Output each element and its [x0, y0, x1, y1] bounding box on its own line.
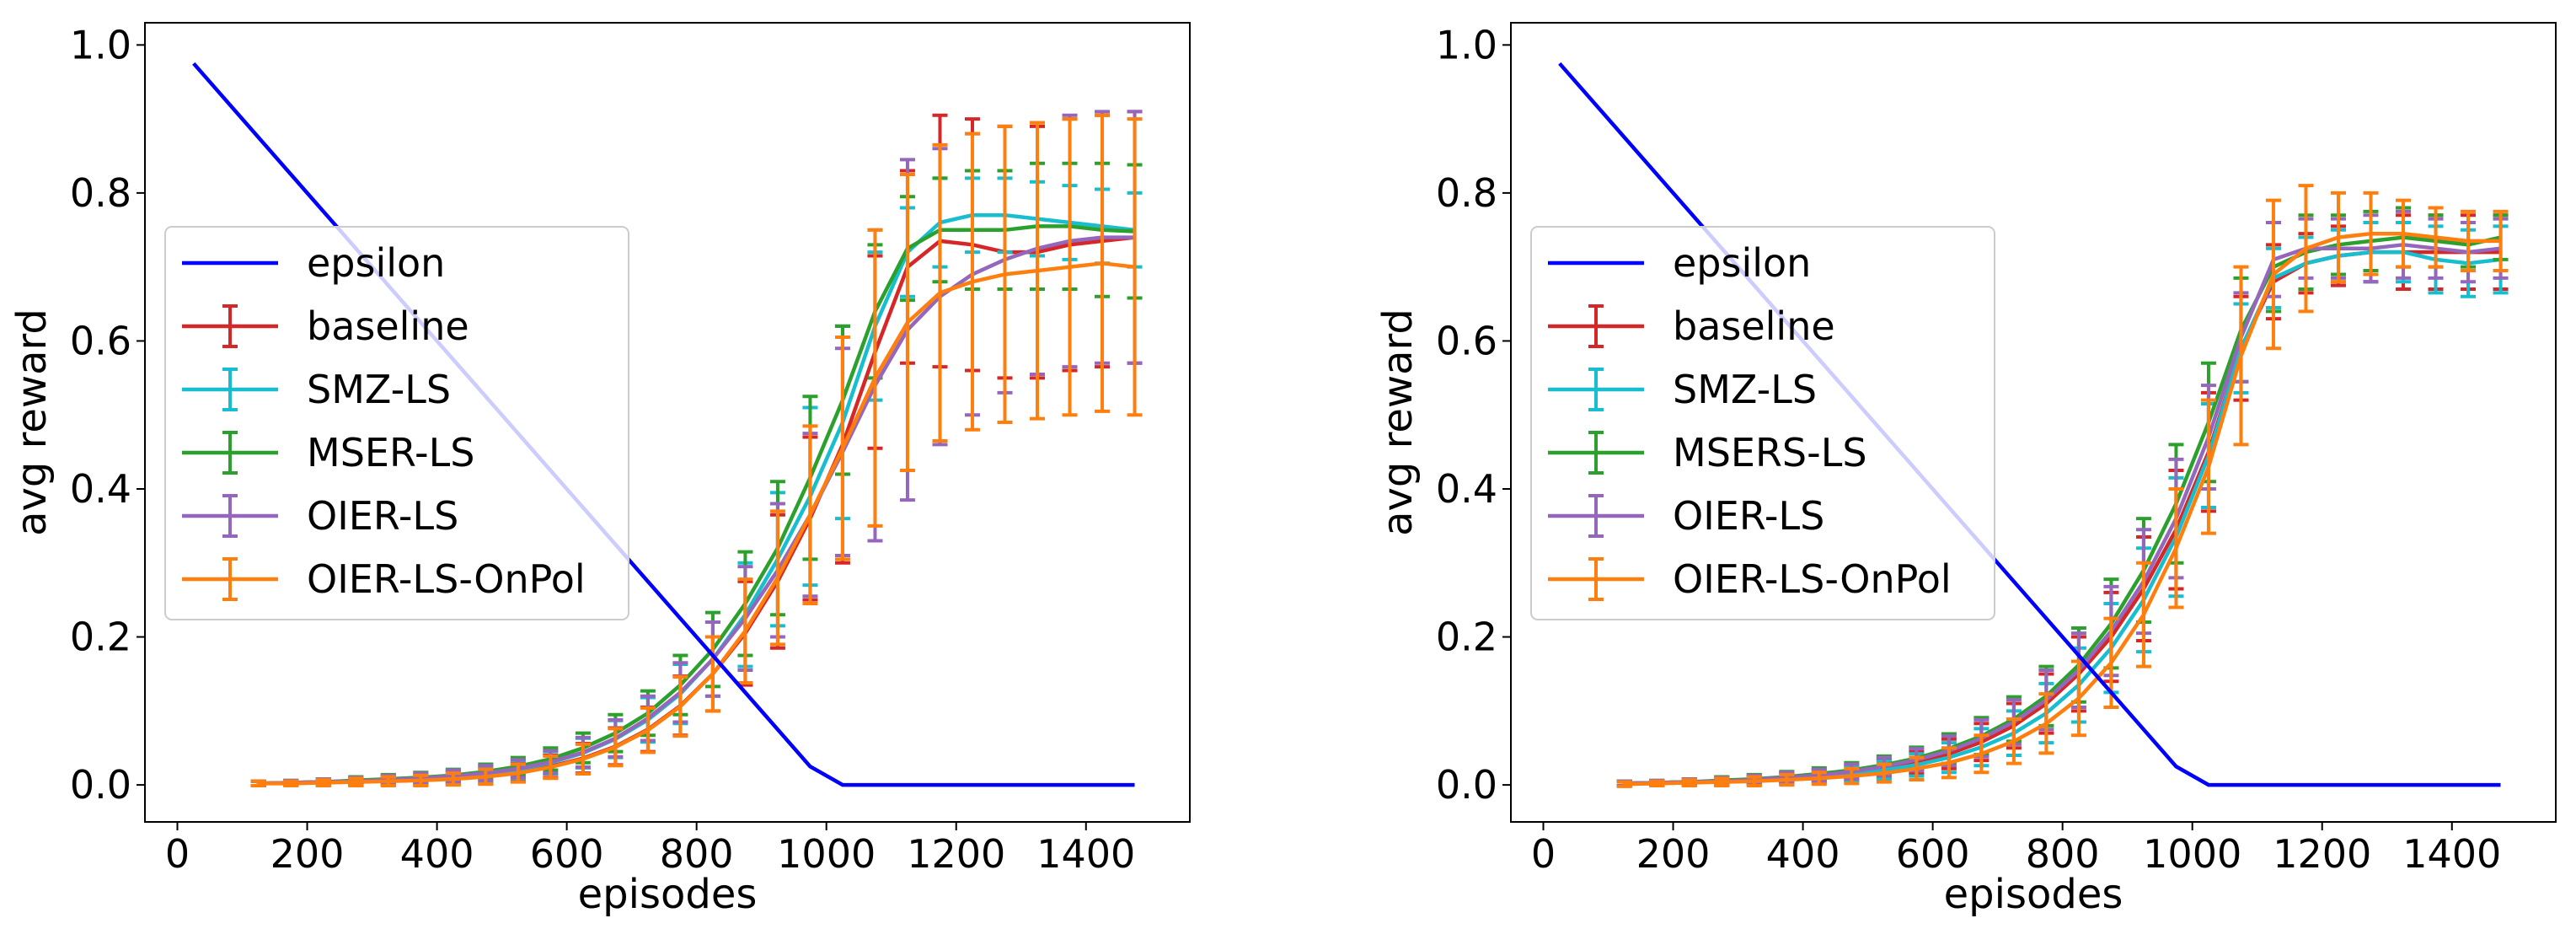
x-tick-label: 1200: [2273, 831, 2371, 877]
x-tick-label: 600: [1896, 831, 1970, 877]
legend-item-baseline: baseline: [1548, 303, 1835, 349]
x-tick-label: 400: [400, 831, 474, 877]
x-tick-label: 200: [1636, 831, 1711, 877]
legend-item-smz-ls: SMZ-LS: [182, 367, 451, 412]
legend-label: OIER-LS: [307, 493, 458, 539]
series-oier-ls-onpol: [250, 113, 1143, 787]
x-tick-label: 1200: [907, 831, 1005, 877]
legend-label: SMZ-LS: [307, 367, 451, 412]
chart-2: 0 200 400 600 800 1000 1200 1400 0.0 0.2 0.4 0.6 0.8…: [1374, 22, 2557, 918]
x-tick-label: 200: [270, 831, 345, 877]
chart-1: 0 200 400 600 800 1000 1200 1400 0.0 0.2 0.4 0.6 0.8…: [8, 22, 1191, 918]
legend-item-oier-ls-onpol: OIER-LS-OnPol: [1548, 556, 1952, 602]
legend-item-baseline: baseline: [182, 303, 469, 349]
legend-label: baseline: [307, 303, 469, 349]
x-tick-label: 1000: [777, 831, 876, 877]
y-axis-label: avg reward: [1374, 309, 1422, 536]
y-tick-label: 1.0: [1436, 22, 1497, 67]
legend-label: epsilon: [307, 240, 445, 286]
x-tick-label: 0: [165, 831, 190, 877]
legend-item-msers-ls: MSERS-LS: [1548, 430, 1867, 475]
x-tick-label: 0: [1531, 831, 1556, 877]
legend-label: OIER-LS: [1673, 493, 1824, 539]
x-tick-label: 1400: [2402, 831, 2501, 877]
x-tick-label: 800: [660, 831, 734, 877]
x-axis-label: episodes: [578, 871, 758, 918]
x-tick-label: 1000: [2143, 831, 2241, 877]
y-tick-label: 0.8: [1436, 170, 1497, 216]
legend-item-oier-ls: OIER-LS: [1548, 493, 1824, 539]
y-tick-label: 0.6: [1436, 318, 1497, 363]
legend-item-epsilon: epsilon: [1548, 240, 1811, 286]
y-axis-label: avg reward: [8, 309, 56, 536]
series-line-oier-ls-onpol: [1624, 231, 2501, 787]
legend-item-smz-ls: SMZ-LS: [1548, 367, 1817, 412]
x-tick-label: 1400: [1036, 831, 1135, 877]
legend-label: OIER-LS-OnPol: [307, 556, 586, 602]
legend-item-mser-ls: MSER-LS: [182, 430, 474, 475]
y-tick-label: 0.4: [1436, 466, 1497, 512]
legend-item-oier-ls: OIER-LS: [182, 493, 458, 539]
y-tick-label: 0.4: [70, 466, 131, 512]
series-oier-ls-onpol: [1616, 184, 2509, 788]
legend-label: OIER-LS-OnPol: [1673, 556, 1952, 602]
legend-item-epsilon: epsilon: [182, 240, 445, 286]
y-tick-label: 0.8: [70, 170, 131, 216]
legend-item-oier-ls-onpol: OIER-LS-OnPol: [182, 556, 586, 602]
legend-label: MSER-LS: [307, 430, 474, 475]
series-line-oier-ls-onpol: [258, 261, 1135, 786]
legend-label: epsilon: [1673, 240, 1811, 286]
y-tick-label: 0.0: [1436, 762, 1497, 808]
legend-label: MSERS-LS: [1673, 430, 1867, 475]
legend-box: [164, 226, 629, 620]
legend-label: baseline: [1673, 303, 1835, 349]
y-tick-label: 0.2: [1436, 615, 1497, 660]
legend-box: [1530, 226, 1995, 620]
x-tick-label: 800: [2026, 831, 2100, 877]
x-axis-label: episodes: [1944, 871, 2123, 918]
x-tick-label: 400: [1766, 831, 1840, 877]
y-tick-label: 0.6: [70, 318, 131, 363]
y-tick-label: 0.0: [70, 762, 131, 808]
y-tick-label: 1.0: [70, 22, 131, 67]
legend-label: SMZ-LS: [1673, 367, 1817, 412]
x-tick-label: 600: [530, 831, 604, 877]
y-tick-label: 0.2: [70, 615, 131, 660]
